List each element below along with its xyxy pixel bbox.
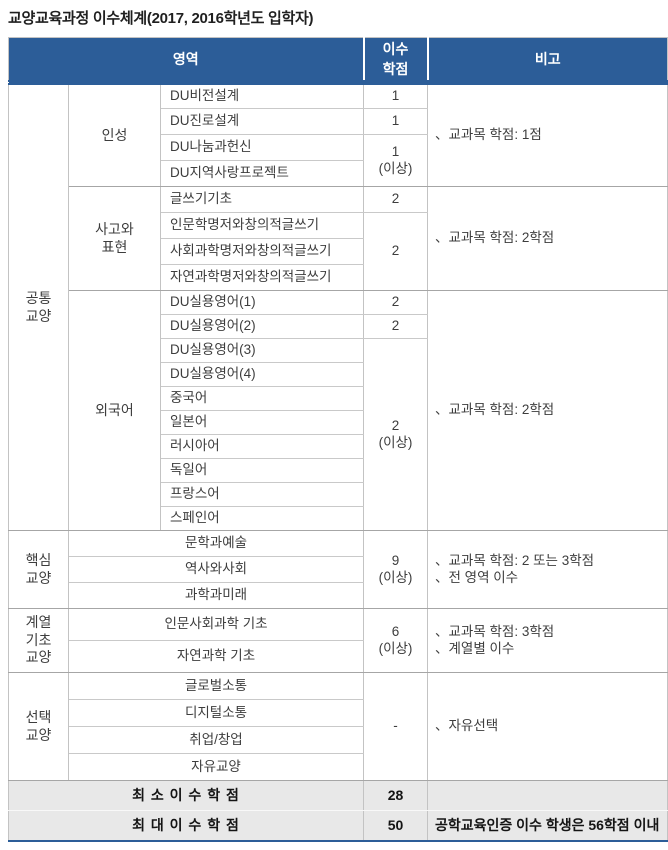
credit-cell: - [363,672,428,781]
note-cell: 、교과목 학점: 2학점 [427,186,668,291]
course-cell: 글쓰기기초 [160,186,364,213]
section-label-thinking: 사고와 표현 [68,186,161,291]
table-row: 선택 교양 글로벌소통 - 、자유선택 [8,672,668,781]
table-row: 일본어 [9,410,668,435]
table-row: 자연과학명저와창의적글쓰기 [9,264,668,291]
table-row: 중국어 [9,386,668,411]
section-label-character: 인성 [68,82,161,187]
summary-row-max: 최 대 이 수 학 점 50 공학교육인증 이수 학생은 56학점 이내 [8,810,668,841]
table-row: DU실용영어(4) [9,362,668,387]
page-title: 교양교육과정 이수체계(2017, 2016학년도 입학자) [8,10,314,27]
table-row: 스페인어 [9,506,668,531]
table-row: DU진로설계 1 [9,108,668,135]
course-cell: 중국어 [160,386,364,411]
group-label-elective: 선택 교양 [8,672,69,781]
header-note: 비고 [426,37,668,85]
table-row: 사고와 표현 글쓰기기초 2 、교과목 학점: 2학점 [9,186,668,291]
note-cell: 、교과목 학점: 2 또는 3학점 、전 영역 이수 [427,530,668,609]
header-area: 영역 [8,37,364,85]
course-cell: DU나눔과헌신 [160,134,364,161]
table-row: 인문학명저와창의적글쓰기 2 [9,212,668,291]
group-label-field: 계열 기초 교양 [8,608,69,673]
course-cell: 일본어 [160,410,364,435]
credit-cell: 2 [363,314,428,339]
summary-row-min: 최 소 이 수 학 점 28 [8,780,668,811]
course-cell: 인문학명저와창의적글쓰기 [160,212,364,239]
course-cell: 자연과학명저와창의적글쓰기 [160,264,364,291]
min-credits-value: 28 [363,780,428,811]
table-header-row: 영역 이수 학점 비고 [8,37,668,85]
min-credits-label: 최 소 이 수 학 점 [8,780,364,811]
credit-cell: 9 (이상) [363,530,428,609]
course-cell: 취업/창업 [68,726,364,754]
group-label-common: 공통 교양 [8,82,69,531]
course-cell: 자연과학 기초 [68,640,364,673]
credit-cell: 2 (이상) [363,338,428,531]
credit-cell: 6 (이상) [363,608,428,673]
course-cell: DU실용영어(2) [160,314,364,339]
course-cell: 스페인어 [160,506,364,531]
course-cell: 인문사회과학 기초 [68,608,364,641]
table-row: 독일어 [9,458,668,483]
note-cell: 、교과목 학점: 3학점 、계열별 이수 [427,608,668,673]
note-cell: 、교과목 학점: 1점 [427,82,668,187]
note-cell [427,780,668,811]
course-cell: DU실용영어(1) [160,290,364,315]
course-cell: DU실용영어(3) [160,338,364,363]
table-row: 프랑스어 [9,482,668,507]
table-row: 취업/창업 [9,726,668,754]
credit-cell: 2 [363,212,428,291]
table-row: 공통 교양 인성 DU비전설계 1 、교과목 학점: 1점 [8,82,668,531]
course-cell: DU지역사랑프로젝트 [160,160,364,187]
table-row: DU실용영어(2) 2 [9,314,668,339]
course-cell: DU비전설계 [160,82,364,109]
credit-cell: 1 [363,82,428,109]
group-label-core: 핵심 교양 [8,530,69,609]
table-row: DU실용영어(3) 2 (이상) [9,338,668,531]
table-row: 외국어 DU실용영어(1) 2 、교과목 학점: 2학점 [9,290,668,531]
table-row: 역사와사회 [9,556,668,583]
credit-cell: 2 [363,186,428,213]
course-cell: 러시아어 [160,434,364,459]
note-cell: 、교과목 학점: 2학점 [427,290,668,531]
table-row: 디지털소통 [9,699,668,727]
table-row: DU지역사랑프로젝트 [9,160,668,187]
credit-cell: 1 [363,108,428,135]
course-cell: DU실용영어(4) [160,362,364,387]
section-label-foreign: 외국어 [68,290,161,531]
course-cell: 문학과예술 [68,530,364,557]
table-row: 자유교양 [9,753,668,781]
course-cell: 사회과학명저와창의적글쓰기 [160,238,364,265]
course-cell: 역사와사회 [68,556,364,583]
table-row: 과학과미래 [9,582,668,609]
curriculum-table: 영역 이수 학점 비고 공통 교양 인성 DU비전설계 1 、교과목 학점: 1… [8,37,668,842]
course-cell: 과학과미래 [68,582,364,609]
note-cell: 공학교육인증 이수 학생은 56학점 이내 [427,810,668,841]
max-credits-label: 최 대 이 수 학 점 [8,810,364,841]
credit-cell: 1 (이상) [363,134,428,187]
table-row: 사회과학명저와창의적글쓰기 [9,238,668,265]
note-cell: 、자유선택 [427,672,668,781]
table-row: 러시아어 [9,434,668,459]
course-cell: 디지털소통 [68,699,364,727]
table-row: 계열 기초 교양 인문사회과학 기초 6 (이상) 、교과목 학점: 3학점 、… [8,608,668,673]
max-credits-value: 50 [363,810,428,841]
course-cell: 글로벌소통 [68,672,364,700]
course-cell: 독일어 [160,458,364,483]
table-row: 핵심 교양 문학과예술 9 (이상) 、교과목 학점: 2 또는 3학점 、전 … [8,530,668,609]
header-credits: 이수 학점 [362,37,428,85]
credit-cell: 2 [363,290,428,315]
course-cell: 자유교양 [68,753,364,781]
table-row: 자연과학 기초 [9,640,668,673]
course-cell: 프랑스어 [160,482,364,507]
course-cell: DU진로설계 [160,108,364,135]
table-row: DU나눔과헌신 1 (이상) [9,134,668,187]
